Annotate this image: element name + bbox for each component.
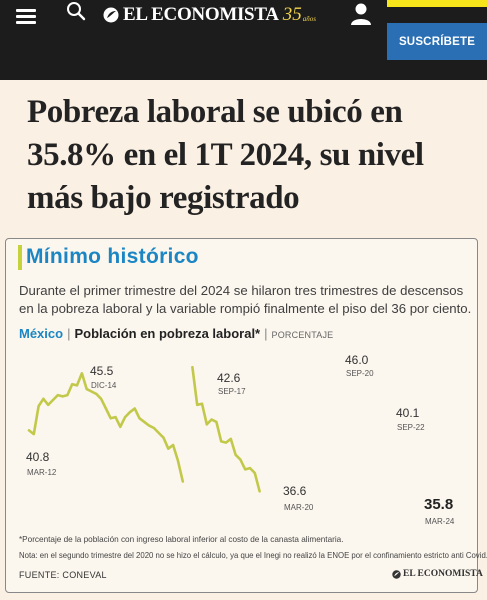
menu-icon[interactable]	[16, 9, 36, 25]
annotation-date: SEP-17	[218, 387, 246, 396]
annotation-value: 45.5	[90, 364, 114, 378]
country-label: México	[19, 326, 64, 341]
annotation-value: 40.1	[396, 406, 420, 420]
data-point	[85, 388, 88, 390]
annotation-value: 46.0	[345, 353, 369, 367]
data-point	[220, 440, 223, 443]
data-point	[100, 397, 102, 400]
data-point	[52, 399, 54, 401]
data-point	[61, 395, 64, 398]
annotation-value: 35.8	[424, 496, 453, 513]
data-point	[138, 417, 141, 420]
data-point	[191, 366, 194, 369]
data-point	[129, 411, 131, 414]
data-point	[71, 383, 74, 386]
annotation-date: SEP-22	[397, 423, 425, 432]
user-account-icon[interactable]	[349, 3, 373, 25]
data-point	[32, 433, 35, 435]
annotation-date: SEP-20	[346, 369, 374, 378]
logo-mark-icon	[103, 7, 119, 23]
data-point	[133, 407, 136, 410]
annotation-value: 42.6	[217, 371, 241, 385]
infographic-intro: Durante el primer trimestre del 2024 se …	[19, 283, 472, 316]
data-point	[105, 407, 107, 410]
infographic-brand: EL ECONOMISTA	[392, 569, 483, 579]
data-point	[153, 427, 155, 429]
data-source: FUENTE: CONEVAL	[19, 570, 107, 580]
infographic-title: Mínimo histórico	[26, 245, 199, 268]
annotation-date: MAR-20	[284, 503, 314, 512]
data-point	[119, 425, 122, 428]
poverty-line-chart: 40.8 MAR-12 45.5 DIC-14 42.6 SEP-17 36.6 MAR-20…	[26, 353, 455, 526]
data-point	[76, 384, 78, 387]
chart-note: Nota: en el segundo trimestre del 2020 n…	[19, 551, 487, 560]
anniversary-number: 35	[282, 4, 302, 25]
data-point	[229, 438, 232, 440]
data-point	[148, 424, 151, 427]
data-point	[225, 441, 227, 444]
data-point	[239, 458, 242, 461]
annotation-value: 40.8	[26, 450, 50, 464]
data-point	[143, 421, 146, 423]
data-point	[258, 490, 261, 493]
data-point	[196, 404, 199, 406]
data-point	[47, 404, 50, 406]
data-point	[109, 417, 112, 420]
data-point	[37, 405, 40, 407]
separator: |	[67, 326, 71, 341]
data-point	[157, 432, 160, 434]
data-point	[201, 402, 203, 405]
separator: |	[264, 326, 268, 341]
logo-text: EL ECONOMISTA	[123, 4, 279, 25]
annotation-value: 36.6	[283, 484, 307, 498]
brand-mark-icon	[392, 569, 401, 579]
data-point	[66, 394, 69, 396]
data-point	[56, 394, 59, 396]
data-point	[215, 421, 218, 423]
data-point	[234, 453, 237, 456]
unit-label: PORCENTAJE	[271, 330, 334, 340]
annotation-date: DIC-14	[91, 381, 117, 390]
data-point	[172, 444, 175, 446]
series-label: Población en pobreza laboral*	[74, 326, 261, 341]
subscribe-button[interactable]: SUSCRÍBETE	[387, 23, 487, 60]
data-point	[253, 472, 256, 474]
top-navigation-bar: EL ECONOMISTA 35 años SUSCRÍBETE	[0, 0, 487, 80]
annotation-date: MAR-24	[425, 517, 455, 526]
data-point	[81, 372, 83, 375]
data-point	[114, 416, 117, 418]
article-headline: Pobreza laboral se ubicó en 35.8% en el …	[27, 94, 424, 216]
data-point	[205, 423, 208, 426]
footnote: *Porcentaje de la población con ingreso …	[19, 535, 344, 544]
data-point	[124, 416, 126, 418]
data-point	[177, 460, 179, 462]
site-logo[interactable]: EL ECONOMISTA 35 años	[103, 4, 316, 26]
search-icon[interactable]	[66, 1, 86, 21]
data-point	[244, 468, 247, 471]
data-point	[162, 436, 165, 439]
data-point	[167, 447, 170, 450]
anniversary-suffix: años	[302, 15, 316, 23]
promo-strip	[387, 0, 487, 7]
infographic-card: Mínimo histórico Durante el primer trime…	[5, 238, 487, 593]
data-point	[90, 390, 93, 393]
data-point	[95, 393, 98, 395]
data-point	[181, 480, 184, 483]
title-accent-bar	[18, 245, 22, 270]
data-point	[42, 397, 45, 400]
data-point	[210, 418, 213, 421]
series-header: México | Población en pobreza laboral* | POR…	[19, 326, 333, 341]
series-line-2	[191, 365, 261, 493]
annotation-date: MAR-12	[27, 468, 57, 477]
data-point	[249, 467, 251, 469]
brand-text: EL ECONOMISTA	[403, 569, 483, 579]
data-point	[28, 429, 30, 432]
